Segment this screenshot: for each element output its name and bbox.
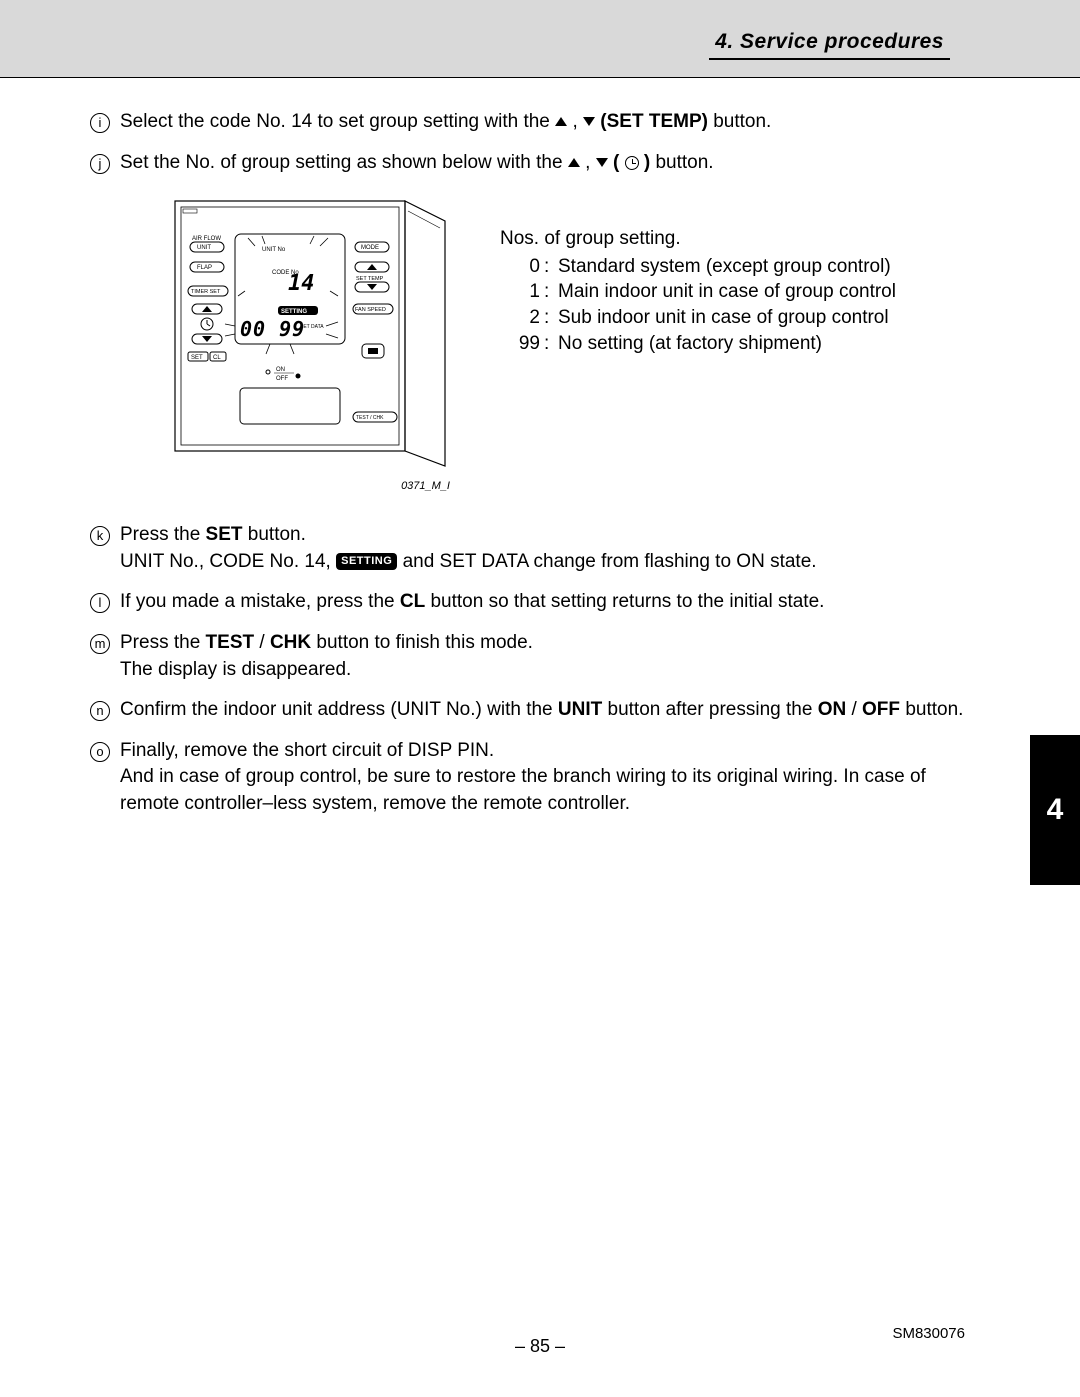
content: i Select the code No. 14 to set group se… — [90, 95, 980, 832]
step-o: o Finally, remove the short circuit of D… — [90, 738, 980, 818]
setting-pill: SETTING — [336, 553, 397, 570]
paren-close: ) — [644, 152, 650, 173]
step-m: m Press the TEST / CHK button to finish … — [90, 630, 980, 683]
step-j-post: button. — [655, 152, 713, 173]
svg-text:AIR FLOW: AIR FLOW — [192, 236, 221, 242]
side-tab: 4 — [1030, 735, 1080, 885]
marker-m: m — [90, 634, 110, 654]
down-arrow-icon — [583, 117, 595, 126]
svg-text:OFF: OFF — [276, 376, 288, 382]
step-n: n Confirm the indoor unit address (UNIT … — [90, 697, 980, 724]
paren-open: ( — [613, 152, 625, 173]
group-settings: Nos. of group setting. 0: Standard syste… — [500, 226, 896, 492]
svg-text:FAN SPEED: FAN SPEED — [355, 307, 386, 313]
svg-text:TEST / CHK: TEST / CHK — [356, 415, 384, 421]
svg-text:UNIT: UNIT — [197, 245, 211, 251]
down-arrow-icon — [596, 158, 608, 167]
svg-text:CL: CL — [213, 355, 221, 361]
figure-row: UNIT No CODE No 14 00 99 SETTING SET DAT… — [170, 196, 980, 492]
step-i-pre: Select the code No. 14 to set group sett… — [120, 111, 555, 132]
svg-text:00 99: 00 99 — [240, 317, 305, 341]
marker-l: l — [90, 593, 110, 613]
comma: , — [585, 152, 596, 173]
step-i-btn: (SET TEMP) — [600, 111, 708, 132]
clock-icon — [625, 156, 639, 170]
footer-page: – 85 – — [0, 1336, 1080, 1357]
gs-item-3: 99: No setting (at factory shipment) — [500, 331, 896, 357]
svg-text:FLAP: FLAP — [197, 265, 212, 271]
svg-text:SET TEMP: SET TEMP — [356, 276, 384, 282]
step-i: i Select the code No. 14 to set group se… — [90, 109, 980, 136]
svg-text:ON: ON — [276, 367, 285, 373]
svg-text:TIMER SET: TIMER SET — [191, 289, 221, 295]
marker-o: o — [90, 742, 110, 762]
gs-item-1: 1: Main indoor unit in case of group con… — [500, 279, 896, 305]
gs-item-0: 0: Standard system (except group control… — [500, 254, 896, 280]
gs-item-2: 2: Sub indoor unit in case of group cont… — [500, 305, 896, 331]
svg-text:SET DATA: SET DATA — [300, 324, 324, 330]
svg-text:MODE: MODE — [361, 245, 379, 251]
figure-caption: 0371_M_I — [170, 480, 460, 492]
header-title: 4. Service procedures — [709, 30, 950, 60]
marker-j: j — [90, 154, 110, 174]
gs-title: Nos. of group setting. — [500, 226, 896, 252]
header-rule — [0, 77, 1080, 78]
marker-n: n — [90, 701, 110, 721]
step-j-pre: Set the No. of group setting as shown be… — [120, 152, 568, 173]
header-band: 4. Service procedures — [0, 0, 1080, 78]
svg-text:14: 14 — [288, 271, 315, 296]
svg-text:SET: SET — [191, 355, 203, 361]
step-l: l If you made a mistake, press the CL bu… — [90, 589, 980, 616]
svg-text:SETTING: SETTING — [281, 309, 307, 315]
step-k: k Press the SET button. UNIT No., CODE N… — [90, 522, 980, 575]
marker-k: k — [90, 526, 110, 546]
comma: , — [572, 111, 583, 132]
svg-text:UNIT No: UNIT No — [262, 247, 286, 253]
step-i-post: button. — [713, 111, 771, 132]
remote-figure: UNIT No CODE No 14 00 99 SETTING SET DAT… — [170, 196, 460, 492]
up-arrow-icon — [568, 158, 580, 167]
marker-i: i — [90, 113, 110, 133]
step-j: j Set the No. of group setting as shown … — [90, 150, 980, 177]
remote-svg: UNIT No CODE No 14 00 99 SETTING SET DAT… — [170, 196, 460, 476]
up-arrow-icon — [555, 117, 567, 126]
